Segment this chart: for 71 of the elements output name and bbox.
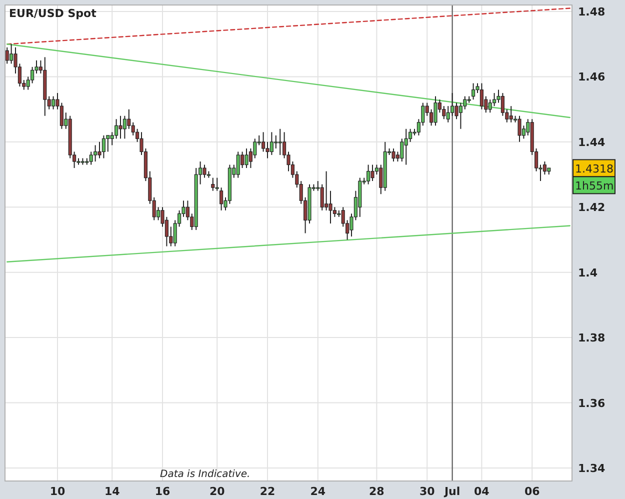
candlestick <box>492 92 496 107</box>
candlestick <box>5 46 9 64</box>
candlestick <box>215 177 219 192</box>
candlestick <box>262 132 266 152</box>
candlestick <box>446 106 450 123</box>
candlestick <box>52 96 56 110</box>
candlestick <box>278 128 282 156</box>
x-tick-label: 10 <box>50 485 66 498</box>
annotation: Data is Indicative. <box>160 469 250 480</box>
x-tick-label: 22 <box>260 485 276 498</box>
candlestick <box>500 92 504 116</box>
y-tick-label: 1.48 <box>578 6 606 19</box>
x-tick-label: 30 <box>419 485 436 498</box>
candlestick <box>542 160 546 176</box>
candlestick <box>102 134 106 159</box>
candlestick <box>320 184 324 211</box>
candlestick <box>253 138 257 159</box>
candlestick <box>30 66 34 84</box>
candlestick <box>366 164 370 185</box>
candlestick <box>131 122 135 136</box>
x-tick-label: 20 <box>209 485 226 498</box>
candlestick <box>94 144 98 162</box>
y-tick-label: 1.34 <box>578 462 606 475</box>
candlestick <box>518 115 522 142</box>
candlestick <box>472 82 476 100</box>
x-tick-label: 04 <box>474 485 490 498</box>
candlestick <box>332 206 336 218</box>
y-tick-label: 1.46 <box>578 70 606 84</box>
candlestick <box>89 151 93 166</box>
chart-title: EUR/USD Spot <box>9 7 96 20</box>
candlestick <box>488 99 492 114</box>
candlestick <box>400 138 404 162</box>
candlestick <box>509 106 513 123</box>
candlestick <box>106 134 110 152</box>
candlestick <box>202 164 206 178</box>
candlestick <box>324 170 328 211</box>
candlestick <box>434 96 438 126</box>
candlestick <box>122 115 126 140</box>
annotation: 1.4318 <box>575 162 614 176</box>
x-tick-label: 14 <box>104 485 120 498</box>
candlestick <box>392 148 396 162</box>
y-tick-label: 1.4 <box>578 266 598 280</box>
candlestick <box>458 102 462 130</box>
candlestick <box>463 96 467 110</box>
candlestick <box>404 128 408 166</box>
candlestick <box>274 134 278 149</box>
x-tick-label: 16 <box>154 485 170 498</box>
x-tick-label: Jul <box>443 485 460 498</box>
candlestick <box>118 115 122 140</box>
candlestick <box>370 164 374 182</box>
candlestick <box>127 108 131 130</box>
candlestick <box>220 187 224 211</box>
candlestick <box>236 151 240 178</box>
y-tick-label: 1.38 <box>578 332 606 345</box>
y-tick-label: 1.44 <box>578 136 606 149</box>
candlestick <box>244 148 248 169</box>
x-tick-label: 28 <box>369 485 384 498</box>
candlestick <box>114 118 118 140</box>
candlestick <box>10 44 14 64</box>
candlestick <box>480 82 484 110</box>
candlestick <box>60 102 64 130</box>
candlestick <box>408 128 412 142</box>
text: 1h55m <box>575 180 614 193</box>
y-tick-label: 1.36 <box>578 396 606 410</box>
candlestick <box>211 177 215 192</box>
candlestick <box>270 132 274 156</box>
x-tick-label: 24 <box>310 485 326 498</box>
y-tick-label: 1.42 <box>578 201 606 214</box>
x-tick-label: 06 <box>524 485 540 498</box>
candlestick <box>442 106 446 120</box>
candlestick <box>450 92 454 116</box>
